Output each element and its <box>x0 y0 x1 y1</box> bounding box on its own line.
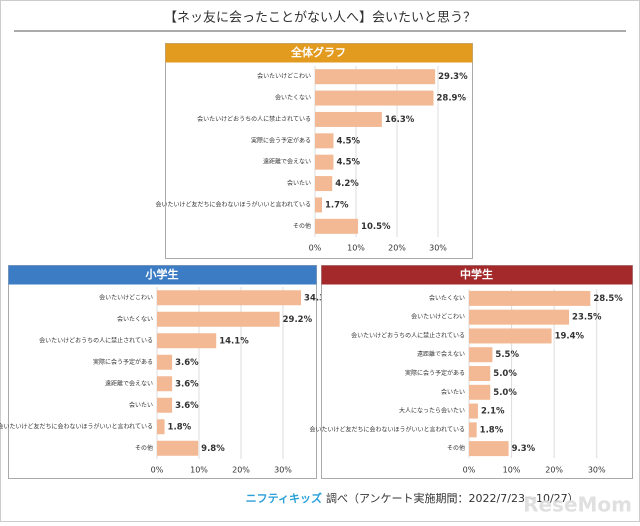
category-label: 会いたい <box>441 388 465 396</box>
value-label: 4.2% <box>335 179 359 189</box>
value-label: 28.9% <box>436 94 466 104</box>
x-tick-label: 10% <box>503 466 521 475</box>
bar <box>469 403 478 419</box>
value-label: 3.6% <box>175 379 199 389</box>
value-label: 16.3% <box>385 115 415 125</box>
value-label: 9.8% <box>201 444 225 454</box>
bar <box>315 197 322 213</box>
category-label: 遠距離で会えない <box>105 379 153 387</box>
bar <box>469 366 491 381</box>
bar <box>157 354 173 370</box>
category-label: 会いたいけど友だちに会わないほうがいいと言われている <box>309 425 465 433</box>
watermark: ReseMom <box>523 493 632 517</box>
value-label: 28.5% <box>593 294 623 304</box>
footer-text: 調べ（アンケート実施期間：2022/7/23～10/27） <box>326 491 579 505</box>
bar <box>315 111 382 127</box>
bar <box>315 218 359 234</box>
category-label: 遠距離で会えない <box>417 350 465 358</box>
value-label: 3.6% <box>175 358 199 368</box>
value-label: 9.3% <box>512 444 536 454</box>
bar <box>315 90 434 106</box>
category-label: 会いたくない <box>117 315 153 323</box>
category-label: 実際に会う予定がある <box>405 369 465 377</box>
bar <box>315 69 436 85</box>
chart-header <box>165 43 473 63</box>
value-label: 5.5% <box>495 350 519 360</box>
category-label: 会いたいけどこわい <box>99 293 153 301</box>
page-title: 【ネッ友に会ったことがない人へ】会いたいと思う？ <box>164 10 476 26</box>
category-label: 遠距離で会えない <box>263 158 311 166</box>
x-tick-label: 30% <box>429 244 447 253</box>
x-tick-label: 20% <box>545 466 563 475</box>
category-label: 大人になったら会いたい <box>399 407 465 415</box>
x-tick-label: 30% <box>274 466 292 475</box>
category-label: 会いたいけど友だちに会わないほうがいいと言われている <box>155 200 311 208</box>
x-tick-label: 10% <box>347 244 365 253</box>
bar <box>469 328 552 344</box>
category-label: 会いたいけどおうちの人に禁止されている <box>39 336 153 344</box>
bar <box>157 419 165 435</box>
value-label: 23.5% <box>572 313 602 323</box>
category-label: 会いたいけどおうちの人に禁止されている <box>197 115 311 123</box>
category-label: 会いたい <box>287 179 311 187</box>
category-label: その他 <box>293 222 311 230</box>
chart-title: 中学生 <box>460 267 493 281</box>
value-label: 29.3% <box>438 72 468 82</box>
value-label: 29.2% <box>283 315 313 325</box>
bar <box>315 176 333 192</box>
category-label: 会いたいけど友だちに会わないほうがいいと言われている <box>0 422 153 430</box>
bar <box>469 309 570 325</box>
bar <box>157 397 173 413</box>
x-tick-label: 20% <box>232 466 250 475</box>
value-label: 2.1% <box>481 407 505 417</box>
bar <box>315 154 334 170</box>
bar <box>469 384 491 400</box>
bar <box>469 422 477 438</box>
value-label: 1.8% <box>168 422 192 432</box>
bar <box>315 133 334 149</box>
bar <box>157 333 217 349</box>
footer-logo: ニフティキッズ <box>246 491 322 505</box>
value-label: 1.7% <box>325 200 349 210</box>
value-label: 5.0% <box>493 369 517 379</box>
x-tick-label: 30% <box>588 466 606 475</box>
value-label: 19.4% <box>555 331 585 341</box>
x-tick-label: 0% <box>463 466 476 475</box>
value-label: 1.8% <box>480 425 504 435</box>
bar <box>157 440 199 456</box>
x-tick-label: 10% <box>190 466 208 475</box>
chart-title: 全体グラフ <box>290 45 346 59</box>
bar <box>469 290 591 306</box>
bar <box>469 441 509 457</box>
value-label: 4.5% <box>336 158 360 168</box>
category-label: 会いたいけどおうちの人に禁止されている <box>351 331 465 339</box>
category-label: その他 <box>447 444 465 452</box>
value-label: 34.3% <box>304 293 334 303</box>
x-tick-label: 0% <box>309 244 322 253</box>
value-label: 10.5% <box>361 222 391 232</box>
category-label: 会いたくない <box>275 94 311 102</box>
value-label: 14.1% <box>219 336 249 346</box>
value-label: 5.0% <box>493 388 517 398</box>
bar <box>157 376 173 392</box>
bar <box>157 311 280 327</box>
category-label: 会いたいけどこわい <box>257 72 311 80</box>
category-label: 会いたい <box>129 401 153 409</box>
category-label: その他 <box>135 444 153 452</box>
category-label: 実際に会う予定がある <box>251 136 311 144</box>
bar <box>157 290 302 306</box>
chart-header <box>321 265 633 285</box>
x-tick-label: 20% <box>388 244 406 253</box>
chart-title: 小学生 <box>145 267 179 281</box>
x-tick-label: 0% <box>151 466 164 475</box>
category-label: 会いたくない <box>429 294 465 302</box>
category-label: 実際に会う予定がある <box>93 358 153 366</box>
value-label: 4.5% <box>336 136 360 146</box>
value-label: 3.6% <box>175 401 199 411</box>
category-label: 会いたいけどこわい <box>411 313 465 321</box>
bar <box>469 347 493 363</box>
chart-header <box>8 265 317 285</box>
